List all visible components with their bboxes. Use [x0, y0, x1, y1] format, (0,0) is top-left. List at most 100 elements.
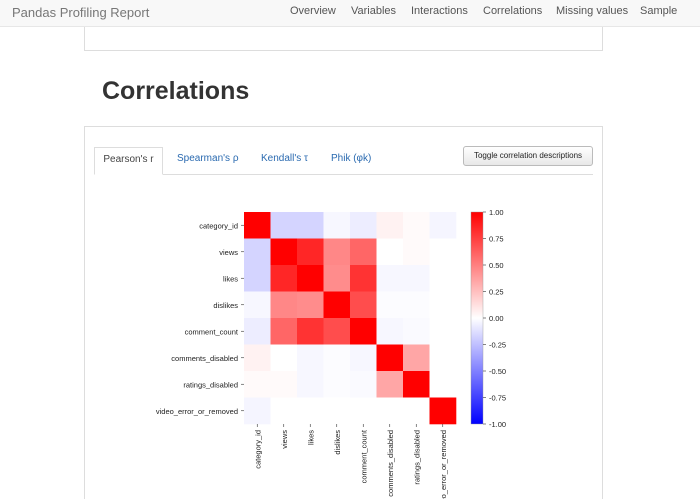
heatmap-cell — [244, 238, 271, 266]
heatmap-cell — [376, 344, 404, 372]
heatmap-cell — [323, 291, 351, 319]
heatmap-cell — [403, 371, 430, 398]
heatmap-cell — [403, 238, 430, 266]
previous-section-panel — [84, 27, 603, 51]
heatmap-cell — [270, 291, 298, 319]
heatmap-cell — [270, 238, 298, 266]
heatmap-cell — [429, 344, 457, 372]
nav-item-variables[interactable]: Variables — [351, 5, 397, 17]
tab-phik[interactable]: Phik (φk) — [331, 153, 372, 164]
heatmap-cell — [244, 265, 271, 292]
x-tick-label: likes — [306, 430, 315, 445]
colorbar-tick-label: -0.25 — [489, 341, 506, 350]
nav-item-correlations[interactable]: Correlations — [483, 5, 543, 17]
toggle-correlation-descriptions-button[interactable]: Toggle correlation descriptions — [463, 146, 593, 166]
colorbar-tick-label: 1.00 — [489, 208, 504, 217]
x-tick-label: views — [280, 430, 289, 449]
y-tick-label: video_error_or_removed — [156, 407, 238, 416]
heatmap-cell — [244, 212, 271, 239]
colorbar-tick-label: 0.75 — [489, 235, 504, 244]
heatmap-cell — [270, 265, 298, 292]
heatmap-cell — [350, 291, 377, 319]
heatmap-cell — [297, 318, 324, 345]
heatmap-cell — [429, 371, 457, 398]
heatmap-cell — [244, 291, 271, 319]
heatmap-cell — [403, 397, 430, 425]
heatmap-cell — [270, 344, 298, 372]
heatmap-cell — [350, 318, 377, 345]
y-tick-label: comments_disabled — [171, 354, 238, 363]
heatmap-cell — [350, 397, 377, 425]
heatmap-cell — [270, 318, 298, 345]
heatmap-cell — [350, 238, 377, 266]
heatmap-cell — [323, 397, 351, 425]
heatmap-cell — [297, 265, 324, 292]
y-tick-label: dislikes — [213, 301, 238, 310]
heatmap-cell — [323, 238, 351, 266]
heatmap-cell — [350, 265, 377, 292]
tab-kendall[interactable]: Kendall's τ — [261, 153, 308, 164]
heatmap-cell — [376, 212, 404, 239]
heatmap-cell — [270, 212, 298, 239]
x-tick-label: ratings_disabled — [412, 430, 421, 485]
nav-item-missing-values[interactable]: Missing values — [556, 5, 629, 17]
x-tick-label: dislikes — [333, 430, 342, 455]
heatmap-cell — [323, 212, 351, 239]
heatmap-cell — [350, 371, 377, 398]
heatmap-cell — [429, 318, 457, 345]
y-tick-label: likes — [223, 274, 238, 283]
heatmap-cell — [350, 212, 377, 239]
heatmap-cell — [429, 265, 457, 292]
x-tick-label: video_error_or_removed — [439, 430, 448, 499]
heatmap-cell — [244, 344, 271, 372]
heatmap-cell — [429, 212, 457, 239]
heatmap-cell — [429, 238, 457, 266]
heatmap-cell — [297, 238, 324, 266]
heatmap-cell — [350, 344, 377, 372]
heatmap-cell — [297, 371, 324, 398]
heatmap-cell — [376, 238, 404, 266]
colorbar-tick-label: 0.00 — [489, 314, 504, 323]
tab-pearson[interactable]: Pearson's r — [94, 147, 163, 175]
heatmap-cell — [376, 371, 404, 398]
heatmap-cell — [429, 397, 457, 425]
colorbar-tick-label: 0.50 — [489, 261, 504, 270]
heatmap-cell — [376, 397, 404, 425]
heatmap-cell — [270, 397, 298, 425]
heatmap-cell — [323, 371, 351, 398]
nav-item-interactions[interactable]: Interactions — [411, 5, 468, 17]
colorbar-tick-label: -0.75 — [489, 394, 506, 403]
heatmap-cell — [403, 291, 430, 319]
top-navbar: Pandas Profiling Report Overview Variabl… — [0, 0, 700, 27]
heatmap-cell — [376, 318, 404, 345]
heatmap-cell — [403, 344, 430, 372]
x-tick-label: comment_count — [359, 429, 368, 483]
tab-spearman[interactable]: Spearman's ρ — [177, 153, 239, 164]
y-tick-label: category_id — [199, 221, 238, 230]
section-title: Correlations — [102, 77, 250, 105]
heatmap-cell — [403, 212, 430, 239]
nav-item-overview[interactable]: Overview — [290, 5, 336, 17]
heatmap-cell — [297, 397, 324, 425]
heatmap-cell — [270, 371, 298, 398]
nav-item-sample[interactable]: Sample — [640, 5, 678, 17]
heatmap-cell — [244, 397, 271, 425]
colorbar — [470, 211, 484, 425]
y-tick-label: ratings_disabled — [183, 380, 238, 389]
colorbar-tick-label: -0.50 — [489, 367, 506, 376]
heatmap-cell — [376, 265, 404, 292]
heatmap-cell — [403, 318, 430, 345]
heatmap-cell — [403, 265, 430, 292]
y-tick-label: views — [219, 248, 238, 257]
colorbar-tick-label: -1.00 — [489, 420, 506, 429]
navbar-brand[interactable]: Pandas Profiling Report — [12, 5, 150, 20]
x-tick-label: comments_disabled — [386, 430, 395, 497]
correlations-panel — [84, 126, 603, 499]
tabs-divider — [94, 174, 593, 175]
y-tick-label: comment_count — [185, 327, 239, 336]
colorbar-tick-label: 0.25 — [489, 288, 504, 297]
heatmap-cell — [323, 265, 351, 292]
heatmap-cell — [297, 344, 324, 372]
heatmap-cell — [429, 291, 457, 319]
